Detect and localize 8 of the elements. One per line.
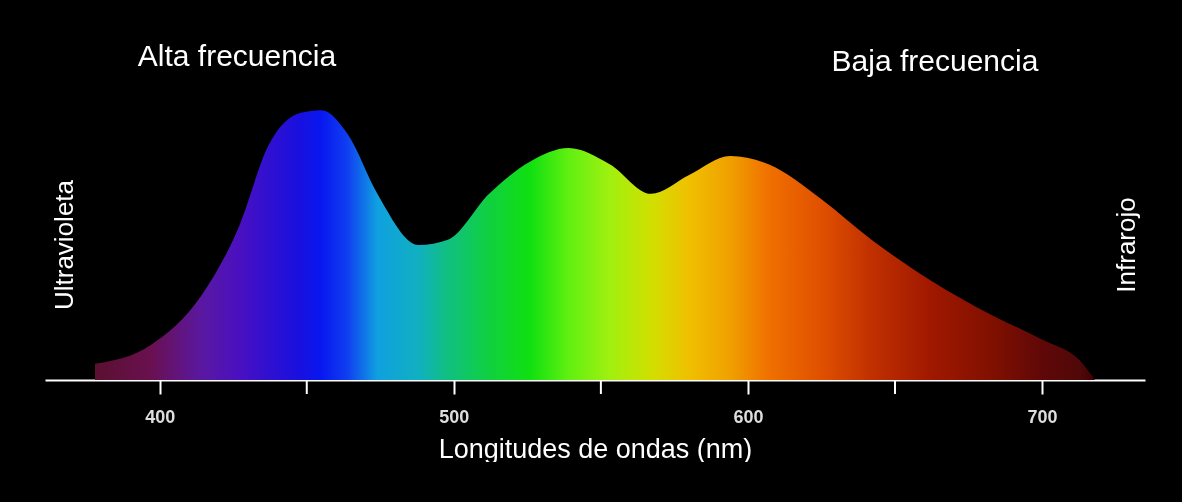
- text: Baja frecuencia: [831, 44, 1039, 77]
- x-tick-label: 700: [1027, 406, 1058, 427]
- x-tick-label: 600: [733, 406, 764, 427]
- text: Alta frecuencia: [137, 39, 337, 72]
- x-tick-label: 400: [145, 406, 176, 427]
- x-tick-label: 500: [439, 406, 470, 427]
- annotation: Infrarojo: [1111, 197, 1141, 293]
- annotation: Ultravioleta: [49, 179, 79, 311]
